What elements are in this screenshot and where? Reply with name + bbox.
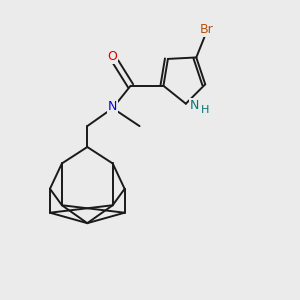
Text: O: O — [107, 50, 117, 63]
Text: N: N — [108, 100, 117, 113]
Text: N: N — [190, 99, 199, 112]
Text: Br: Br — [200, 23, 214, 36]
Text: H: H — [201, 105, 210, 115]
